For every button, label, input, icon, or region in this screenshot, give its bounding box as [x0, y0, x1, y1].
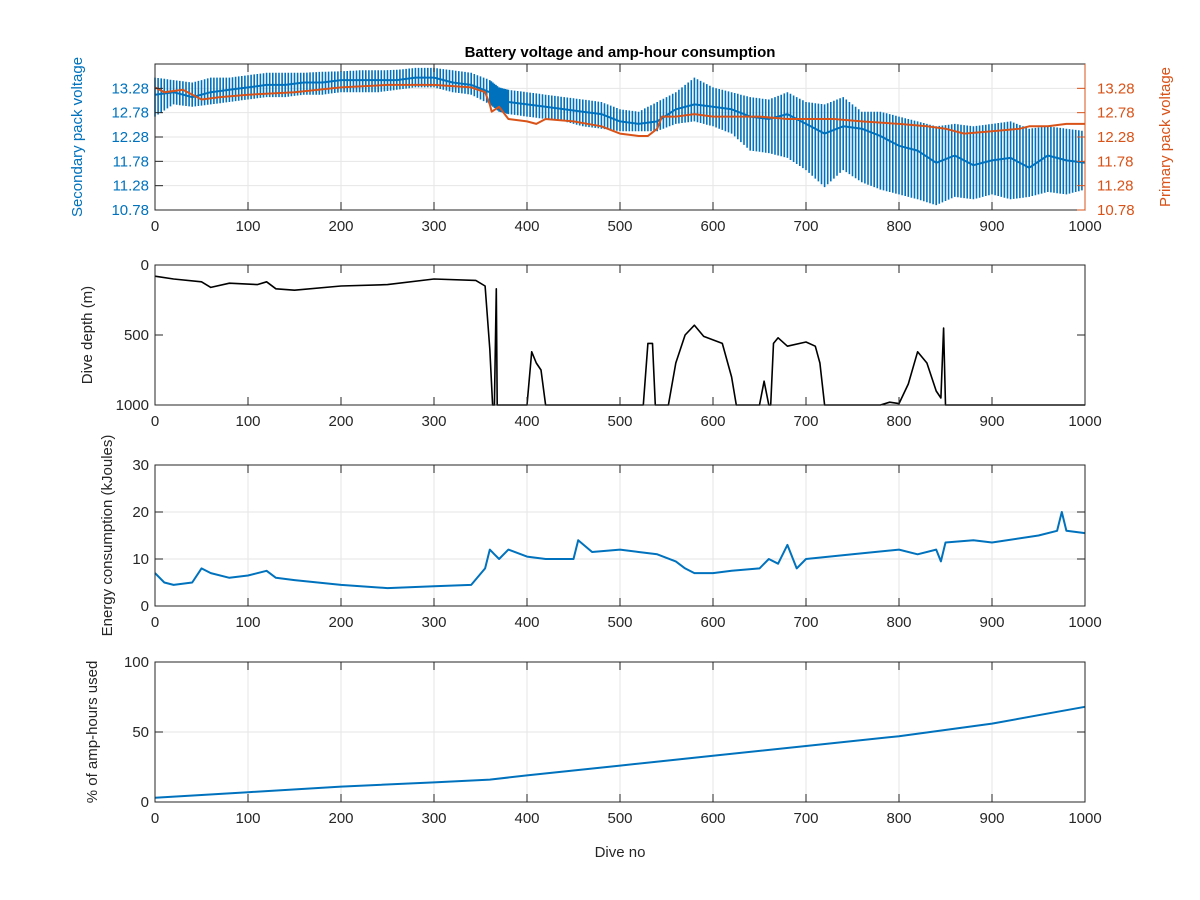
subplot-stack: 0 100 200 300 400 500 600 700 800 900 100010.7811.…	[69, 57, 1174, 861]
x-tick-label: 0	[151, 218, 159, 235]
y-tick-label: 13.28	[111, 80, 149, 97]
figure-title: Battery voltage and amp-hour consumption	[465, 44, 776, 61]
x-tick-label: 500	[607, 218, 632, 235]
y-axis-right: 10.78 11.28 11.78 12.28 12.78 13.28 Primary pa…	[1077, 64, 1174, 219]
y-axis-label: Secondary pack voltage	[69, 57, 86, 217]
x-tick-label: 300	[421, 218, 446, 235]
x-tick-label: 800	[886, 218, 911, 235]
x-tick-label: 700	[793, 614, 818, 631]
x-tick-label: 200	[328, 614, 353, 631]
x-tick-label: 800	[886, 413, 911, 430]
x-tick-label: 700	[793, 810, 818, 827]
x-tick-label: 300	[421, 614, 446, 631]
series-line	[154, 511, 1086, 590]
x-tick-label: 800	[886, 810, 911, 827]
y-axis: 0 10 20 30	[132, 457, 1085, 615]
x-tick-label: 0	[151, 810, 159, 827]
x-tick-label: 1000	[1068, 614, 1101, 631]
y-tick-label: 0	[141, 257, 149, 274]
series-line	[154, 83, 1085, 137]
series-line	[154, 76, 1086, 169]
y-tick-label: 0	[141, 794, 149, 811]
x-tick-label: 1000	[1068, 810, 1101, 827]
y-tick-label: 12.28	[111, 129, 149, 146]
x-tick-label: 100	[235, 810, 260, 827]
x-tick-label: 1000	[1068, 218, 1101, 235]
y-axis: 0 500 1000	[116, 257, 1085, 414]
y-tick-label-right: 11.78	[1097, 153, 1133, 170]
y-tick-label-right: 12.78	[1097, 105, 1135, 122]
y-tick-label: 1000	[116, 397, 149, 414]
y-axis-label: % of amp-hours used	[84, 661, 101, 804]
subplot-2: 0 100 200 300 400 500 600 700 800 900 100005001000…	[79, 257, 1102, 430]
y-tick-label: 10.78	[111, 202, 149, 219]
y-tick-label-right: 12.28	[1097, 129, 1135, 146]
y-tick-label: 50	[132, 724, 149, 741]
y-tick-label-right: 11.28	[1097, 178, 1133, 195]
x-tick-label: 100	[235, 218, 260, 235]
x-axis: 0 100 200 300 400 500 600 700 800 900 1000	[151, 662, 1102, 827]
y-axis-right-label: Primary pack voltage	[1157, 67, 1174, 207]
x-tick-label: 200	[328, 413, 353, 430]
x-tick-label: 100	[235, 614, 260, 631]
x-tick-label: 900	[979, 614, 1004, 631]
x-tick-label: 1000	[1068, 413, 1101, 430]
x-tick-label: 100	[235, 413, 260, 430]
x-tick-label: 900	[979, 218, 1004, 235]
subplot-1: 0 100 200 300 400 500 600 700 800 900 100010.7811.…	[69, 57, 1174, 235]
y-tick-label: 12.78	[111, 105, 149, 122]
series-2	[154, 83, 1085, 137]
x-tick-label: 0	[151, 614, 159, 631]
x-axis: 0 100 200 300 400 500 600 700 800 900 1000	[151, 465, 1102, 631]
x-tick-label: 600	[700, 614, 725, 631]
y-tick-label: 100	[124, 654, 149, 671]
y-tick-label: 0	[141, 598, 149, 615]
x-tick-label: 400	[514, 218, 539, 235]
y-tick-label: 10	[132, 551, 149, 568]
x-tick-label: 800	[886, 614, 911, 631]
x-tick-label: 500	[607, 810, 632, 827]
x-tick-label: 700	[793, 218, 818, 235]
y-axis-label: Dive depth (m)	[79, 286, 96, 384]
x-tick-label: 0	[151, 413, 159, 430]
y-axis-label: Energy consumption (kJoules)	[99, 435, 116, 637]
x-tick-label: 300	[421, 810, 446, 827]
x-tick-label: 400	[514, 413, 539, 430]
x-tick-label: 200	[328, 218, 353, 235]
series-1	[154, 705, 1086, 799]
x-tick-label: 900	[979, 413, 1004, 430]
series-1	[154, 511, 1086, 590]
y-axis: 0 50 100	[124, 654, 1085, 811]
subplot-3: 0 100 200 300 400 500 600 700 800 900 1000 0 10 20 30 E…	[99, 435, 1102, 637]
x-axis-label: Dive no	[595, 844, 646, 861]
x-tick-label: 600	[700, 810, 725, 827]
y-tick-label: 30	[132, 457, 149, 474]
series-line	[154, 705, 1086, 799]
x-tick-label: 600	[700, 218, 725, 235]
x-tick-label: 200	[328, 810, 353, 827]
x-tick-label: 300	[421, 413, 446, 430]
y-tick-label: 11.78	[113, 153, 149, 170]
y-axis: 10.78 11.28 11.78 12.28 12.78 13.28	[111, 80, 163, 219]
y-tick-label: 20	[132, 504, 149, 521]
x-tick-label: 500	[607, 614, 632, 631]
y-tick-label-right: 13.28	[1097, 80, 1135, 97]
x-tick-label: 400	[514, 810, 539, 827]
x-tick-label: 500	[607, 413, 632, 430]
y-tick-label: 500	[124, 327, 149, 344]
x-axis: 0 100 200 300 400 500 600 700 800 900 1000	[151, 64, 1102, 235]
x-tick-label: 400	[514, 614, 539, 631]
subplot-4: 0 100 200 300 400 500 600 700 800 900 1000 0 50 100 % …	[84, 654, 1102, 861]
y-tick-label-right: 10.78	[1097, 202, 1135, 219]
y-tick-label: 11.28	[113, 178, 149, 195]
x-tick-label: 600	[700, 413, 725, 430]
x-tick-label: 900	[979, 810, 1004, 827]
x-axis: 0 100 200 300 400 500 600 700 800 900 1000	[151, 265, 1102, 430]
x-tick-label: 700	[793, 413, 818, 430]
